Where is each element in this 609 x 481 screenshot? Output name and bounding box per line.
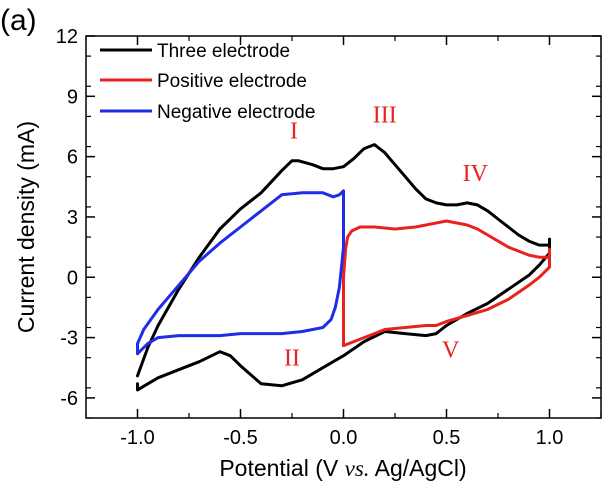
x-tick-label: -1.0: [120, 427, 154, 449]
x-axis-title-part-2: Ag/AgCl): [370, 455, 467, 481]
peak-label: I: [290, 119, 298, 145]
x-tick-label: -0.5: [223, 427, 257, 449]
x-tick-label: 1.0: [536, 427, 564, 449]
legend-label-three-electrode: Three electrode: [157, 41, 290, 62]
x-tick-label: 0.0: [330, 427, 358, 449]
legend-label-positive-electrode: Positive electrode: [157, 71, 307, 92]
series-layer: [136, 143, 551, 392]
series-line-three-electrode: [136, 143, 551, 392]
legend-label-negative-electrode: Negative electrode: [157, 102, 315, 123]
x-axis-title-part-1: Potential (V: [219, 455, 344, 481]
y-tick-label: -6: [60, 388, 78, 410]
x-tick-labels: -1.0 -0.5 0.0 0.5 1.0: [120, 427, 563, 449]
axis-ticks: [85, 35, 602, 419]
y-tick-labels: -6 -3 0 3 6 9 12: [56, 26, 78, 410]
panel-label: (a): [0, 4, 37, 37]
peak-label: III: [373, 102, 397, 128]
y-tick-label: 9: [67, 86, 78, 108]
x-tick-label: 0.5: [433, 427, 461, 449]
peak-label: IV: [463, 161, 489, 187]
x-axis-title: Potential (V vs. Ag/AgCl): [219, 455, 466, 481]
y-tick-label: 3: [67, 207, 78, 229]
peak-label: II: [284, 346, 300, 372]
y-tick-label: 0: [67, 267, 78, 289]
legend: Three electrode Positive electrode Negat…: [100, 41, 315, 123]
y-axis-title: Current density (mA): [13, 121, 39, 333]
series-line-negative-electrode: [136, 189, 345, 356]
y-tick-label: 6: [67, 147, 78, 169]
y-tick-label: 12: [56, 26, 78, 48]
series-line-positive-electrode: [342, 219, 551, 348]
x-axis-title-vs: vs.: [345, 456, 370, 481]
peak-label: V: [442, 338, 460, 364]
y-tick-label: -3: [60, 328, 78, 350]
